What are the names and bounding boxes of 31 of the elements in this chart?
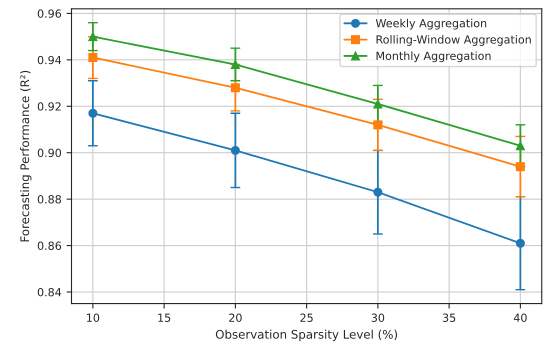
x-axis-title: Observation Sparsity Level (%) — [216, 330, 398, 342]
point — [373, 99, 382, 108]
y-tick-label: 0.92 — [38, 102, 61, 111]
point — [230, 146, 240, 155]
point — [88, 32, 98, 42]
point — [516, 238, 525, 248]
x-tick-label: 25 — [300, 314, 313, 322]
point — [230, 83, 240, 92]
y-tick-label: 0.96 — [38, 9, 62, 18]
x-tick-label: 35 — [442, 314, 456, 322]
y-tick-label: 0.86 — [38, 242, 62, 250]
legend-label: Rolling-Window Aggregation — [376, 35, 531, 46]
point — [373, 188, 382, 197]
point — [230, 60, 240, 70]
y-tick-label: 0.94 — [38, 56, 62, 64]
y-tick-label: 0.90 — [38, 148, 62, 158]
legend-label: Weekly Aggregation — [376, 18, 486, 30]
x-tick-label: 10 — [87, 314, 100, 322]
point — [516, 162, 525, 172]
x-tick-label: 20 — [229, 314, 242, 322]
x-tick-label: 30 — [372, 314, 384, 322]
y-axis-title: Forecasting Performance (R²) — [20, 70, 32, 242]
point — [516, 141, 525, 150]
y-tick-label: 0.88 — [38, 195, 62, 204]
point — [373, 120, 382, 130]
point — [88, 53, 98, 62]
point — [88, 108, 98, 118]
x-tick-label: 15 — [158, 314, 170, 322]
legend-label: Monthly Aggregation — [376, 51, 491, 62]
y-tick-label: 0.84 — [38, 288, 62, 296]
x-tick-label: 40 — [514, 314, 527, 322]
